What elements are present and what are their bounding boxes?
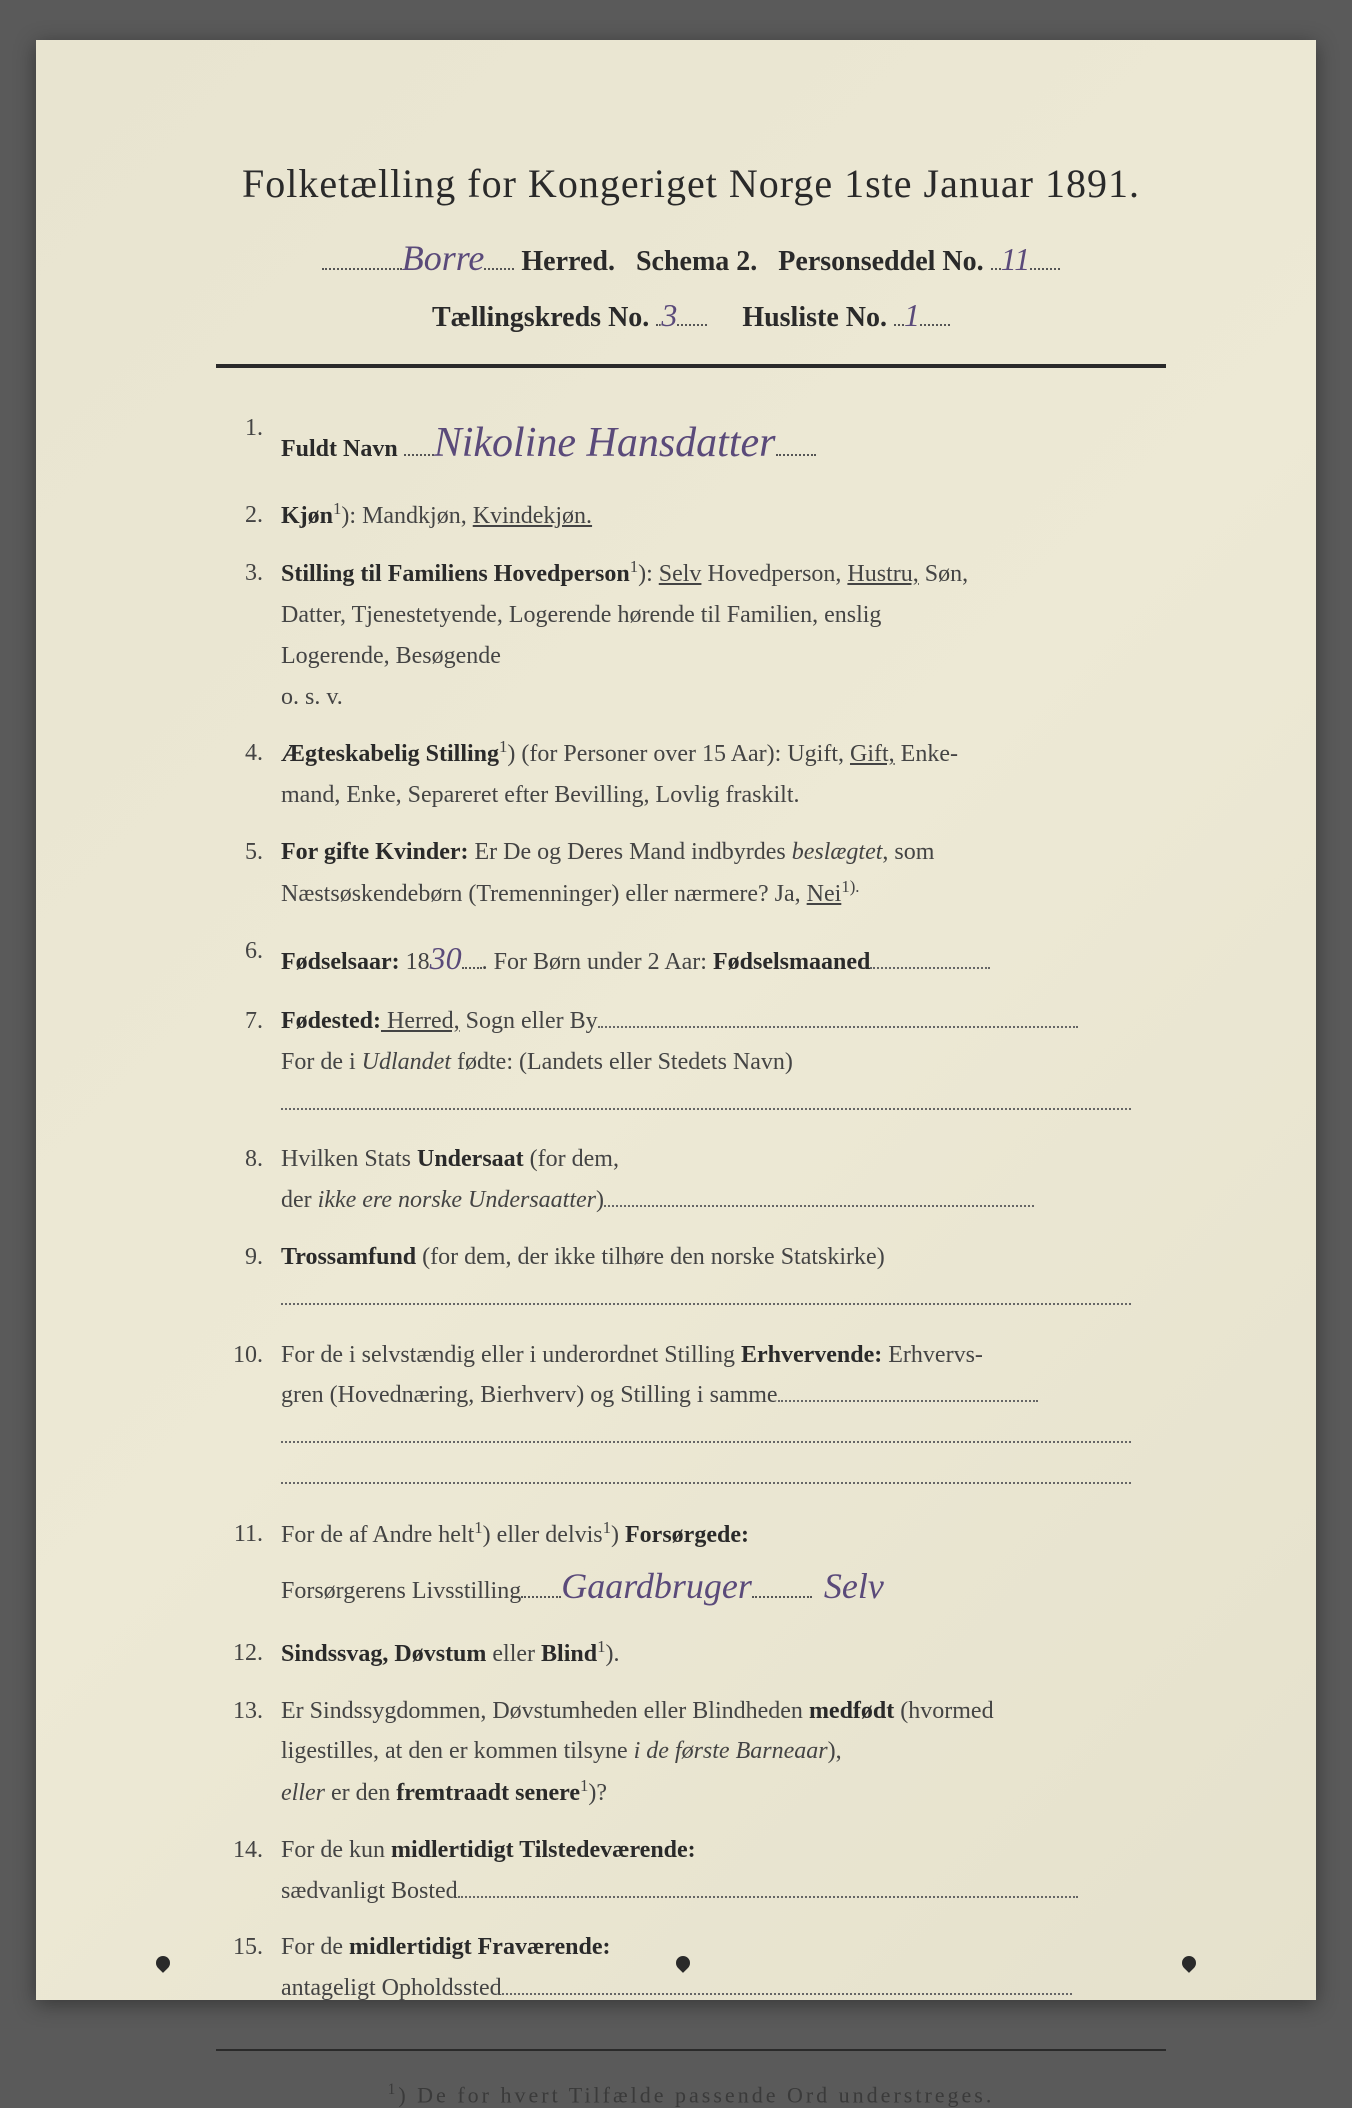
row-4-line2: mand, Enke, Separeret efter Bevilling, L… (281, 782, 800, 808)
row-3-label: Stilling til Familiens Hovedperson (281, 561, 630, 587)
row-3-line3: Logerende, Besøgende (281, 643, 501, 669)
form-body: 1. Fuldt Navn Nikoline Hansdatter 2. Kjø… (216, 408, 1166, 2009)
header-row-2: Tællingskreds No. 3 Husliste No. 1 (216, 297, 1166, 334)
row-15: 15. For de midlertidigt Fraværende: anta… (226, 1927, 1166, 2009)
binding-mark-right (1179, 1953, 1199, 1973)
row-10-num: 10. (226, 1335, 281, 1498)
husliste-no: 1 (904, 297, 920, 334)
row-3-line4: o. s. v. (281, 684, 343, 710)
row-15-num: 15. (226, 1927, 281, 2009)
row-6: 6. Fødselsaar: 1830. For Børn under 2 Aa… (226, 931, 1166, 985)
row-5: 5. For gifte Kvinder: Er De og Deres Man… (226, 832, 1166, 915)
row-2: 2. Kjøn1): Mandkjøn, Kvindekjøn. (226, 495, 1166, 537)
person-label: Personseddel No. (778, 246, 983, 277)
row-12: 12. Sindssvag, Døvstum eller Blind1). (226, 1633, 1166, 1675)
row-11-num: 11. (226, 1514, 281, 1617)
row-3-line2: Datter, Tjenestetyende, Logerende hørend… (281, 602, 881, 628)
row-4: 4. Ægteskabelig Stilling1) (for Personer… (226, 733, 1166, 816)
row-11-value2: Selv (824, 1556, 884, 1617)
footnote-text: ) De for hvert Tilfælde passende Ord und… (398, 2082, 994, 2107)
row-6-year: 30 (430, 931, 462, 985)
row-2-num: 2. (226, 495, 281, 537)
top-divider (216, 364, 1166, 368)
row-6-num: 6. (226, 931, 281, 985)
row-12-num: 12. (226, 1633, 281, 1675)
row-11: 11. For de af Andre helt1) eller delvis1… (226, 1514, 1166, 1617)
row-1: 1. Fuldt Navn Nikoline Hansdatter (226, 408, 1166, 479)
row-9: 9. Trossamfund (for dem, der ikke tilhør… (226, 1237, 1166, 1319)
kreds-label: Tællingskreds No. (432, 302, 649, 333)
row-2-text: ): Mandkjøn, (341, 503, 472, 529)
herred-label: Herred. (521, 246, 615, 277)
row-9-label: Trossamfund (281, 1244, 416, 1270)
row-11-value1: Gaardbruger (561, 1556, 752, 1617)
row-1-num: 1. (226, 408, 281, 479)
header-row-1: Borre Herred. Schema 2. Personseddel No.… (216, 237, 1166, 279)
row-7-label: Fødested: (281, 1008, 381, 1034)
row-13: 13. Er Sindssygdommen, Døvstumheden elle… (226, 1691, 1166, 1814)
row-5-label: For gifte Kvinder: (281, 839, 469, 865)
page-title: Folketælling for Kongeriget Norge 1ste J… (216, 160, 1166, 207)
row-7-num: 7. (226, 1001, 281, 1123)
row-9-num: 9. (226, 1237, 281, 1319)
census-form-page: Folketælling for Kongeriget Norge 1ste J… (36, 40, 1316, 2000)
row-5-num: 5. (226, 832, 281, 915)
row-1-label: Fuldt Navn (281, 436, 398, 462)
herred-handwritten: Borre (402, 237, 485, 279)
row-3: 3. Stilling til Familiens Hovedperson1):… (226, 553, 1166, 717)
row-7: 7. Fødested: Herred, Sogn eller By For d… (226, 1001, 1166, 1123)
bottom-divider (216, 2049, 1166, 2051)
husliste-label: Husliste No. (742, 302, 887, 333)
row-6-label: Fødselsaar: (281, 949, 400, 975)
row-13-num: 13. (226, 1691, 281, 1814)
row-4-label: Ægteskabelig Stilling (281, 741, 499, 767)
row-4-num: 4. (226, 733, 281, 816)
kreds-no: 3 (661, 297, 677, 334)
person-no: 11 (1001, 241, 1031, 278)
row-2-label: Kjøn (281, 503, 333, 529)
row-8: 8. Hvilken Stats Undersaat (for dem, der… (226, 1139, 1166, 1221)
row-8-num: 8. (226, 1139, 281, 1221)
footnote: 1) De for hvert Tilfælde passende Ord un… (216, 2081, 1166, 2108)
row-3-num: 3. (226, 553, 281, 717)
row-2-underlined: Kvindekjøn. (473, 503, 592, 529)
schema-label: Schema 2. (636, 246, 757, 277)
row-1-name: Nikoline Hansdatter (434, 408, 776, 479)
row-10: 10. For de i selvstændig eller i underor… (226, 1335, 1166, 1498)
row-14-num: 14. (226, 1830, 281, 1912)
row-12-label: Sindssvag, Døvstum (281, 1641, 486, 1667)
binding-mark-left (153, 1953, 173, 1973)
row-14: 14. For de kun midlertidigt Tilstedevære… (226, 1830, 1166, 1912)
